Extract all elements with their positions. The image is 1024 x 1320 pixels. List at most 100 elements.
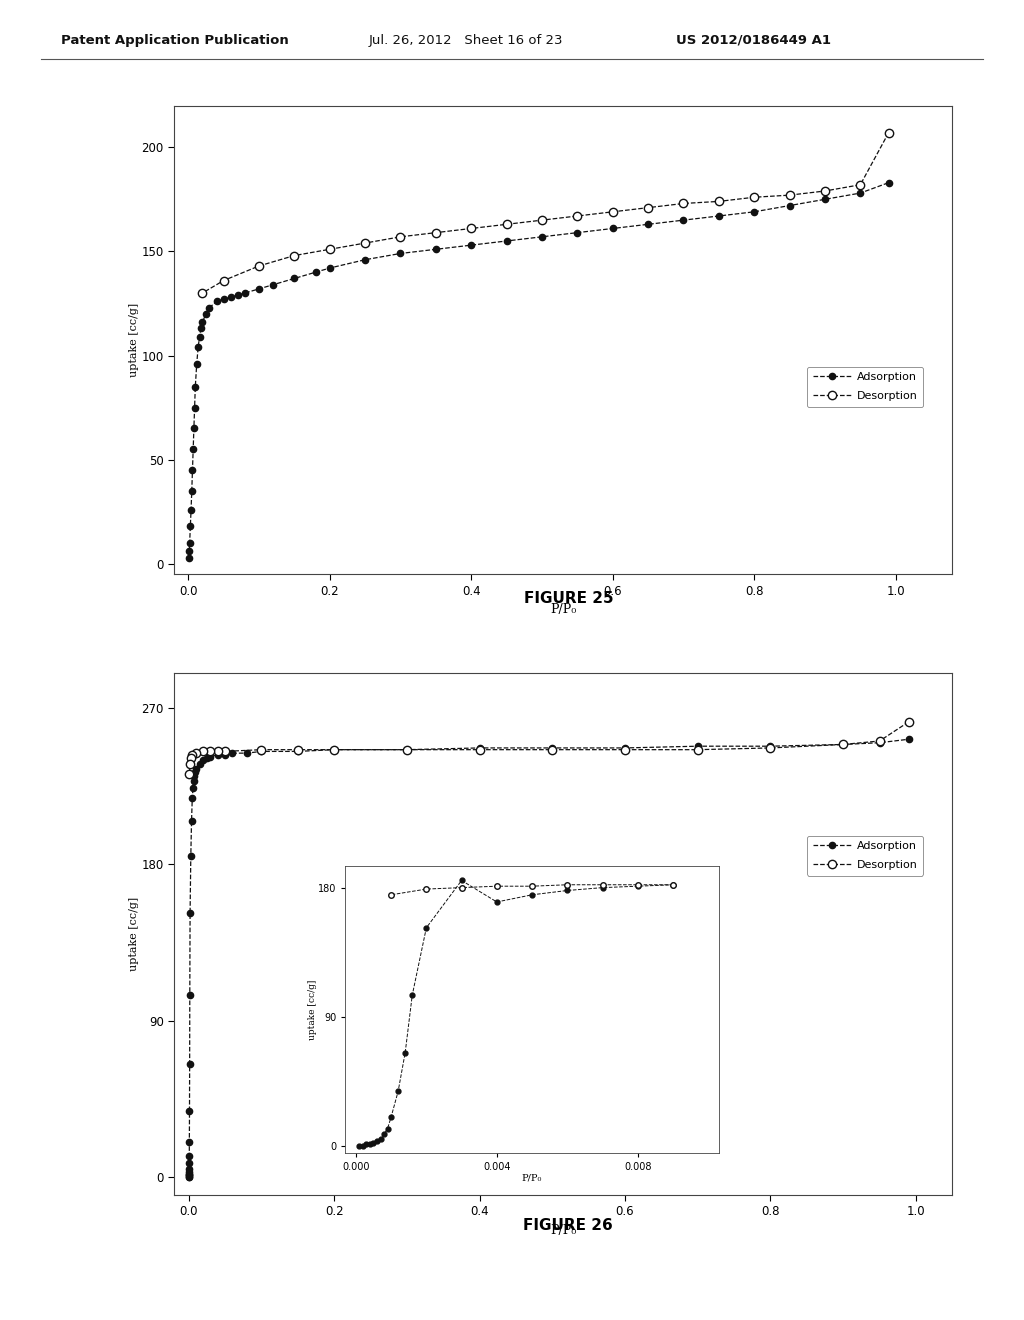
Adsorption [184, 906, 197, 921]
Adsorption [183, 535, 196, 550]
Adsorption [182, 1170, 195, 1185]
Adsorption [183, 1056, 196, 1072]
X-axis label: P/P₀: P/P₀ [550, 603, 577, 616]
Adsorption [783, 198, 796, 214]
Line: Adsorption: Adsorption [185, 737, 911, 1180]
Adsorption [883, 174, 895, 190]
Adsorption [819, 191, 831, 207]
Adsorption [239, 285, 251, 301]
Desorption [819, 183, 831, 199]
Text: Jul. 26, 2012   Sheet 16 of 23: Jul. 26, 2012 Sheet 16 of 23 [369, 33, 563, 46]
Adsorption [201, 751, 213, 767]
Adsorption [606, 220, 618, 236]
Adsorption [194, 329, 206, 345]
Adsorption [473, 741, 485, 756]
Legend: Adsorption, Desorption: Adsorption, Desorption [807, 836, 924, 875]
Adsorption [189, 764, 202, 780]
Adsorption [197, 752, 209, 768]
Desorption [400, 742, 413, 758]
Desorption [292, 742, 304, 758]
Adsorption [183, 1160, 196, 1176]
Adsorption [187, 421, 200, 437]
Desorption [618, 742, 631, 758]
Adsorption [205, 748, 217, 764]
Desorption [677, 195, 689, 211]
Adsorption [854, 185, 866, 201]
Desorption [184, 751, 197, 767]
Line: Adsorption: Adsorption [185, 180, 892, 561]
Adsorption [183, 1135, 196, 1151]
Adsorption [873, 735, 886, 751]
Adsorption [195, 321, 207, 337]
Adsorption [677, 213, 689, 228]
Desorption [197, 743, 209, 759]
Adsorption [183, 987, 196, 1003]
Adsorption [713, 209, 725, 224]
Adsorption [267, 277, 280, 293]
Adsorption [184, 847, 197, 863]
Adsorption [186, 462, 199, 478]
Line: Desorption: Desorption [199, 128, 893, 297]
Desorption [184, 755, 197, 771]
Adsorption [217, 292, 229, 308]
Adsorption [185, 502, 198, 517]
Desorption [253, 257, 265, 273]
Adsorption [536, 228, 548, 244]
Desorption [465, 220, 477, 236]
Adsorption [571, 224, 584, 240]
Legend: Adsorption, Desorption: Adsorption, Desorption [807, 367, 924, 407]
Adsorption [642, 216, 654, 232]
Adsorption [309, 264, 322, 280]
Desorption [571, 209, 584, 224]
Adsorption [764, 738, 776, 754]
Adsorption [324, 260, 336, 276]
Desorption [837, 737, 849, 752]
Adsorption [183, 544, 196, 560]
Adsorption [226, 746, 239, 762]
Adsorption [210, 293, 222, 309]
Desorption [749, 189, 761, 205]
Text: FIGURE 26: FIGURE 26 [523, 1218, 613, 1233]
Desorption [473, 742, 485, 758]
X-axis label: P/P₀: P/P₀ [550, 1224, 577, 1237]
Desorption [854, 177, 866, 193]
Adsorption [189, 379, 202, 395]
Adsorption [194, 755, 206, 771]
Adsorption [183, 549, 196, 565]
Adsorption [253, 281, 265, 297]
Adsorption [185, 483, 198, 499]
Adsorption [618, 741, 631, 756]
Desorption [764, 741, 776, 756]
Desorption [217, 273, 229, 289]
Adsorption [189, 760, 202, 776]
Desorption [324, 242, 336, 257]
Adsorption [185, 813, 198, 829]
Desorption [219, 743, 231, 759]
Adsorption [231, 288, 244, 304]
Adsorption [183, 1148, 196, 1164]
Adsorption [837, 737, 849, 752]
Adsorption [394, 246, 407, 261]
Adsorption [212, 747, 224, 763]
Desorption [288, 248, 300, 264]
Adsorption [359, 252, 372, 268]
Desorption [883, 125, 895, 141]
Adsorption [186, 780, 199, 796]
Adsorption [546, 741, 558, 756]
Adsorption [183, 1166, 196, 1181]
Desorption [873, 733, 886, 748]
Desorption [394, 228, 407, 244]
Adsorption [204, 300, 216, 315]
Adsorption [184, 519, 197, 535]
Desorption [328, 742, 340, 758]
Desorption [186, 747, 199, 763]
Desorption [205, 743, 217, 759]
Adsorption [190, 356, 203, 372]
Desorption [197, 285, 209, 301]
Adsorption [183, 1164, 196, 1180]
Desorption [430, 224, 442, 240]
Adsorption [241, 746, 253, 762]
Adsorption [902, 731, 914, 747]
Adsorption [182, 1168, 195, 1184]
Adsorption [430, 242, 442, 257]
